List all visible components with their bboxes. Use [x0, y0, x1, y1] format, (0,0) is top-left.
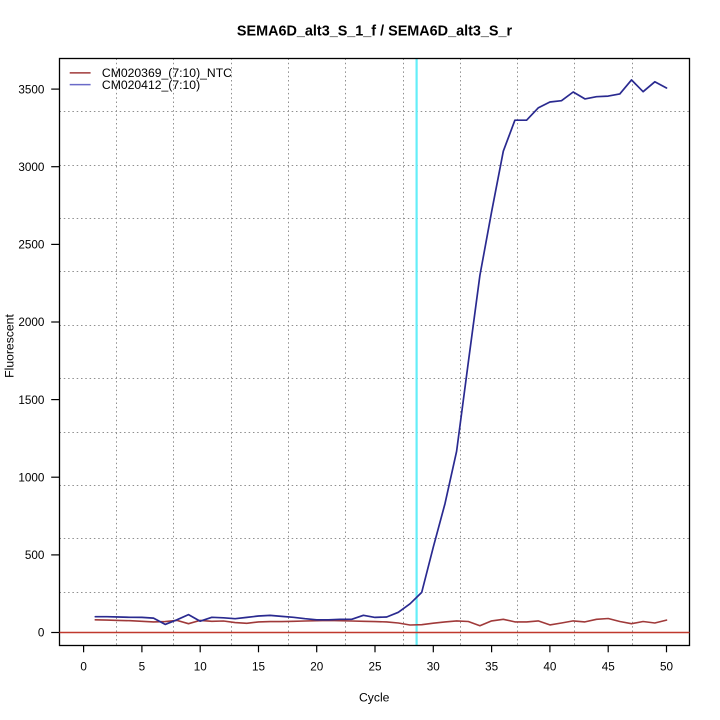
- svg-text:1000: 1000: [18, 471, 45, 484]
- svg-text:15: 15: [252, 661, 266, 674]
- svg-text:45: 45: [602, 661, 616, 674]
- svg-text:Cycle: Cycle: [359, 690, 390, 704]
- svg-text:5: 5: [139, 661, 146, 674]
- svg-text:40: 40: [543, 661, 557, 674]
- svg-text:2000: 2000: [18, 316, 45, 329]
- svg-text:SEMA6D_alt3_S_1_f / SEMA6D_alt: SEMA6D_alt3_S_1_f / SEMA6D_alt3_S_r: [237, 23, 513, 39]
- svg-text:0: 0: [80, 661, 87, 674]
- svg-text:2500: 2500: [18, 239, 45, 252]
- svg-text:3000: 3000: [18, 161, 45, 174]
- svg-text:3500: 3500: [18, 83, 45, 96]
- svg-text:20: 20: [310, 661, 324, 674]
- svg-text:0: 0: [38, 627, 45, 640]
- svg-text:CM020412_(7:10): CM020412_(7:10): [102, 78, 200, 92]
- svg-text:10: 10: [194, 661, 208, 674]
- svg-text:1500: 1500: [18, 394, 45, 407]
- svg-text:CM020369_(7:10)_NTC: CM020369_(7:10)_NTC: [102, 66, 232, 80]
- svg-text:50: 50: [660, 661, 674, 674]
- svg-text:25: 25: [368, 661, 382, 674]
- svg-text:35: 35: [485, 661, 499, 674]
- svg-text:Fluorescent: Fluorescent: [3, 314, 17, 378]
- svg-text:500: 500: [25, 549, 45, 562]
- svg-text:30: 30: [427, 661, 441, 674]
